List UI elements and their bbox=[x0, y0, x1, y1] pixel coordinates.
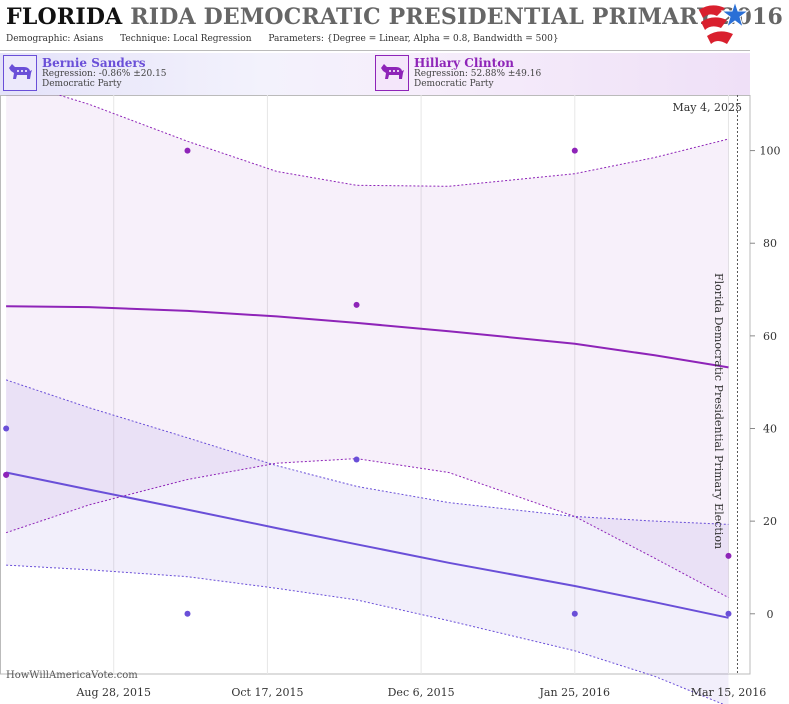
site-logo bbox=[699, 0, 750, 44]
param-demographic-key: Demographic: bbox=[6, 34, 71, 44]
hillary-clinton-data-point bbox=[353, 301, 360, 308]
candidate-party: Democratic Party bbox=[414, 79, 494, 89]
bernie-sanders-data-point bbox=[353, 456, 360, 463]
date-label: May 4, 2025 bbox=[672, 101, 742, 114]
param-parameters-key: Parameters: bbox=[268, 34, 324, 44]
y-tick-label: 60 bbox=[763, 330, 777, 343]
hillary-clinton-data-point bbox=[571, 147, 578, 154]
hillary-clinton-band-lower bbox=[5, 458, 729, 599]
candidate-party: Democratic Party bbox=[42, 79, 122, 89]
point-layer bbox=[3, 147, 732, 617]
bernie-sanders-data-point bbox=[184, 610, 191, 617]
chart-header: FLORIDA RIDA DEMOCRATIC PRESIDENTIAL PRI… bbox=[0, 0, 783, 50]
plot-frame bbox=[0, 95, 751, 675]
band-layer bbox=[6, 95, 729, 704]
hillary-clinton-data-point bbox=[184, 147, 191, 154]
candidate-name: Hillary Clinton bbox=[414, 56, 514, 70]
title-rest: RIDA DEMOCRATIC PRESIDENTIAL PRIMARY 201… bbox=[130, 4, 783, 30]
hillary-clinton-data-point bbox=[3, 471, 10, 478]
param-technique-value: Local Regression bbox=[173, 34, 252, 44]
bernie-sanders-confidence-band bbox=[6, 379, 729, 704]
bernie-sanders-band-lower bbox=[6, 564, 724, 704]
y-tick-label: 20 bbox=[763, 515, 777, 528]
y-tick-label: 40 bbox=[763, 423, 777, 436]
bernie-sanders-data-point bbox=[571, 610, 578, 617]
param-demographic-value: Asians bbox=[73, 34, 104, 44]
chart-title: FLORIDA RIDA DEMOCRATIC PRESIDENTIAL PRI… bbox=[6, 4, 783, 30]
hillary-clinton-band-upper bbox=[57, 95, 729, 187]
hillary-clinton-data-point bbox=[725, 552, 732, 559]
candidate-regression: Regression: -0.86% ±20.15 bbox=[42, 69, 167, 79]
candidate-name: Bernie Sanders bbox=[42, 56, 146, 70]
watermark: HowWillAmericaVote.com bbox=[6, 670, 138, 681]
candidate-legend: Bernie Sanders Regression: -0.86% ±20.15… bbox=[0, 53, 750, 95]
x-tick-label: Mar 15, 2016 bbox=[691, 686, 767, 699]
y-tick-label: 80 bbox=[763, 237, 777, 250]
y-tick-label: 0 bbox=[767, 608, 774, 621]
line-layer bbox=[5, 95, 729, 704]
x-tick-label: Aug 28, 2015 bbox=[75, 686, 151, 699]
chart-canvas: Aug 28, 2015 Oct 17, 2015 Dec 6, 2015 Jan 2… bbox=[0, 95, 781, 704]
x-tick-label: Jan 25, 2016 bbox=[539, 686, 611, 699]
bernie-sanders-band-upper bbox=[5, 379, 729, 525]
header-divider bbox=[0, 50, 750, 51]
donkey-icon bbox=[3, 55, 37, 91]
param-technique-key: Technique: bbox=[120, 34, 171, 44]
title-state: FLORIDA bbox=[6, 4, 123, 30]
param-parameters-value: {Degree = Linear, Alpha = 0.8, Bandwidth… bbox=[326, 34, 559, 44]
x-tick-label: Oct 17, 2015 bbox=[231, 686, 303, 699]
hillary-clinton-trend-line bbox=[6, 305, 729, 369]
y-tick-label: 100 bbox=[760, 145, 781, 158]
x-tick-label: Dec 6, 2015 bbox=[388, 686, 455, 699]
bernie-sanders-data-point bbox=[3, 425, 10, 432]
grid-layer bbox=[0, 95, 751, 675]
hillary-clinton-confidence-band bbox=[6, 95, 729, 598]
axis-layer: Aug 28, 2015 Oct 17, 2015 Dec 6, 2015 Jan 2… bbox=[75, 145, 780, 699]
parameters-line: Demographic: Asians Technique: Local Regre… bbox=[6, 34, 573, 44]
donkey-icon bbox=[375, 55, 409, 91]
event-label: Florida Democratic Presidential Primary … bbox=[712, 273, 725, 549]
bernie-sanders-data-point bbox=[725, 610, 732, 617]
candidate-regression: Regression: 52.88% ±49.16 bbox=[414, 69, 542, 79]
